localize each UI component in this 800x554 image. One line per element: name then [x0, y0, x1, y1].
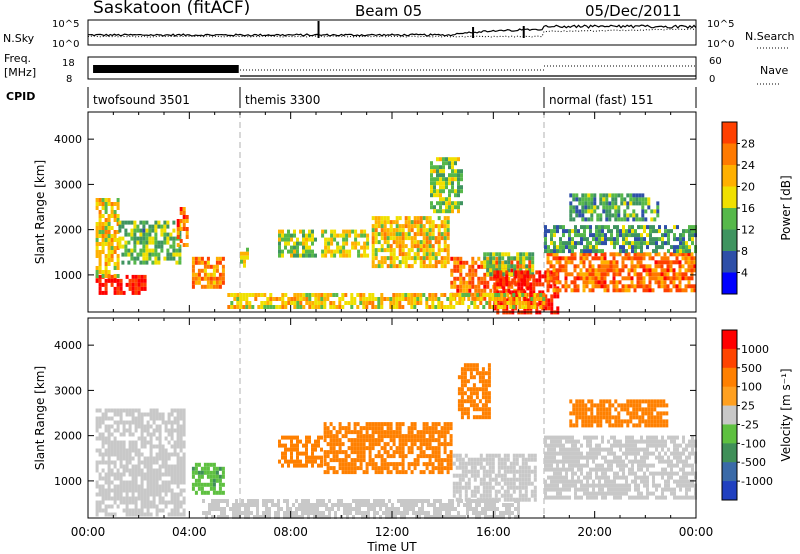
nave-tick-top: 60 — [709, 56, 722, 67]
colorbar-tick-label: 25 — [741, 400, 755, 413]
data-region — [227, 293, 546, 309]
nave-label: Nave — [760, 64, 788, 77]
power-panel: 4000 3000 2000 1000 Slant Range [km] — [33, 111, 697, 315]
data-region — [483, 252, 535, 277]
cpid-label: CPID — [6, 90, 35, 103]
freq-label-1: Freq. — [4, 52, 31, 65]
colorbar-tick-label: 24 — [741, 159, 755, 172]
data-region — [544, 435, 697, 500]
data-region — [321, 229, 370, 258]
cpid-row: twofsound 3501 themis 3300 normal (fast) 1… — [87, 87, 697, 108]
data-region — [118, 220, 182, 265]
colorbar-tick-label: 500 — [741, 362, 762, 375]
data-region — [278, 229, 317, 258]
cpid-segment-label: normal (fast) 151 — [549, 93, 653, 107]
data-region — [191, 256, 225, 289]
data-region — [569, 193, 660, 222]
time-axis: 00:00 04:00 08:00 12:00 16:00 20:00 00:00 Time … — [71, 525, 714, 554]
data-region — [546, 252, 697, 293]
nsky-tick-bottom: 10^0 — [52, 39, 79, 50]
x-tick-label: 04:00 — [172, 525, 207, 539]
nsearch-tick-top: 10^5 — [707, 19, 734, 30]
y-tick-label: 3000 — [54, 178, 82, 191]
data-region — [202, 499, 520, 519]
data-region — [430, 157, 463, 214]
x-tick-label: 00:00 — [679, 525, 714, 539]
nave-tick-bottom: 0 — [709, 74, 715, 85]
nsky-tick-top: 10^5 — [52, 19, 79, 30]
y-tick-label: 4000 — [54, 133, 82, 146]
freq-tick-top: 18 — [62, 58, 75, 69]
velocity-colorbar: 1000 500 100 25 -25 -100 -500 -1000 Velocity [m … — [721, 329, 793, 501]
data-region — [95, 198, 120, 278]
data-region — [569, 399, 669, 428]
colorbar-tick-label: 8 — [741, 245, 748, 258]
colorbar-tick-label: 28 — [741, 138, 755, 151]
nsearch-tick-bottom: 10^0 — [707, 39, 734, 50]
data-region — [95, 408, 186, 517]
x-tick-label: 12:00 — [375, 525, 410, 539]
data-region — [278, 435, 323, 468]
y-tick-label: 2000 — [54, 224, 82, 237]
velocity-panel: 4000 3000 2000 1000 Slant Range [km] — [33, 317, 697, 519]
beam-title: Beam 05 — [355, 2, 422, 20]
y-tick-label: 1000 — [54, 269, 82, 282]
data-region — [176, 207, 189, 247]
colorbar-tick-label: -1000 — [741, 475, 773, 488]
cpid-segment-label: twofsound 3501 — [93, 93, 190, 107]
colorbar-tick-label: -25 — [741, 418, 759, 431]
nsky-label: N.Sky — [3, 32, 35, 45]
date-title: 05/Dec/2011 — [585, 2, 681, 20]
y-axis-label: Slant Range [km] — [33, 160, 47, 264]
data-region — [371, 216, 450, 269]
colorbar-tick-label: -100 — [741, 437, 766, 450]
x-axis-label: Time UT — [366, 540, 417, 554]
colorbar-label: Velocity [m s⁻¹] — [779, 368, 793, 461]
x-tick-label: 08:00 — [273, 525, 308, 539]
data-region — [457, 363, 491, 420]
data-region — [191, 462, 225, 495]
colorbar-tick-label: 20 — [741, 181, 755, 194]
x-tick-label: 20:00 — [577, 525, 612, 539]
freq-label-2: [MHz] — [4, 66, 36, 79]
y-tick-label: 2000 — [54, 430, 82, 443]
colorbar-tick-label: 4 — [741, 267, 748, 280]
nsky-panel — [87, 19, 697, 46]
power-colorbar: 28 24 20 16 12 8 4 Power [dB] — [721, 121, 793, 295]
colorbar-tick-label: 16 — [741, 202, 755, 215]
x-tick-label: 00:00 — [71, 525, 106, 539]
freq-tick-bottom: 8 — [66, 74, 72, 85]
station-title: Saskatoon (fitACF) — [93, 0, 250, 18]
y-axis-label: Slant Range [km] — [33, 366, 47, 470]
colorbar-tick-label: -500 — [741, 456, 766, 469]
colorbar-tick-label: 12 — [741, 224, 755, 237]
cpid-segment-label: themis 3300 — [245, 93, 320, 107]
nsky-trace — [87, 21, 697, 38]
y-tick-label: 1000 — [54, 475, 82, 488]
freq-panel — [87, 56, 697, 80]
freq-trace — [93, 65, 696, 77]
colorbar-label: Power [dB] — [779, 175, 793, 240]
nsearch-label: N.Search — [745, 30, 795, 43]
y-tick-label: 4000 — [54, 339, 82, 352]
data-region — [544, 225, 697, 254]
x-tick-label: 16:00 — [476, 525, 511, 539]
y-tick-label: 3000 — [54, 384, 82, 397]
data-region — [323, 422, 453, 475]
colorbar-tick-label: 100 — [741, 381, 762, 394]
colorbar-tick-label: 1000 — [741, 343, 769, 356]
data-region — [240, 247, 249, 268]
